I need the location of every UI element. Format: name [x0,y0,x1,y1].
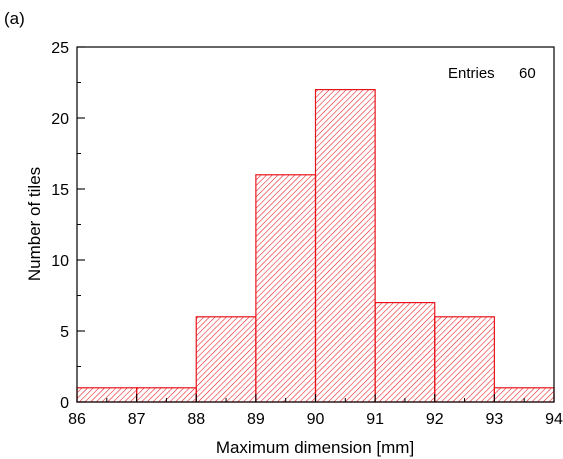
y-axis-label: Number of tiles [25,167,44,281]
bars-group [76,88,555,403]
y-tick-label: 10 [51,253,69,270]
x-tick-label: 88 [187,411,205,428]
y-tick-label: 20 [51,111,69,128]
histogram-bar-92 [434,316,495,403]
x-tick-label: 92 [426,411,444,428]
entries-label: Entries [448,65,495,82]
x-axis-label: Maximum dimension [mm] [216,438,414,457]
entries-value: 60 [519,65,536,82]
x-tick-label: 86 [68,411,86,428]
histogram-bar-89 [255,174,317,403]
x-tick-label: 93 [485,411,503,428]
x-tick-label: 91 [366,411,384,428]
y-tick-label: 25 [51,40,69,57]
y-tick-label: 15 [51,182,69,199]
histogram-bar-90 [314,88,376,403]
histogram-bar-88 [195,316,257,403]
histogram-bar-91 [374,302,436,403]
x-tick-label: 87 [128,411,146,428]
x-tick-label: 94 [545,411,563,428]
y-tick-label: 5 [60,324,69,341]
axes-group: 86 87 88 89 90 91 92 93 94 0 5 10 15 20 25 [51,40,563,428]
panel-label: (a) [4,9,25,28]
x-tick-label: 90 [307,411,325,428]
x-tick-label: 89 [247,411,265,428]
y-tick-label: 0 [60,395,69,412]
